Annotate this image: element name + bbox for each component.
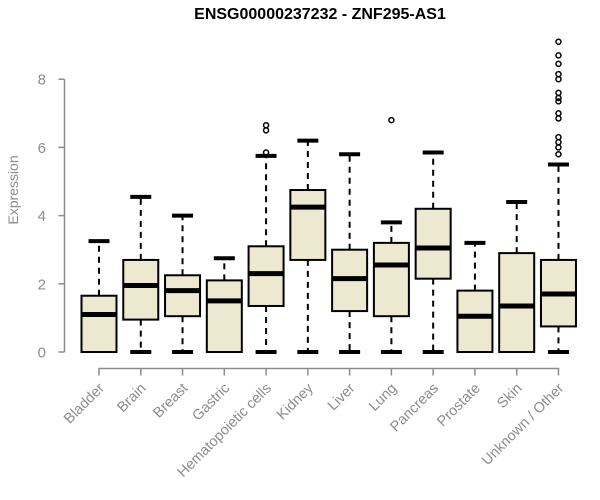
iqr-box xyxy=(122,258,160,321)
x-axis-category-label-bladder: Bladder xyxy=(61,380,108,427)
iqr-box xyxy=(414,207,452,280)
outlier-point xyxy=(555,115,562,122)
x-axis-category-label-prostate: Prostate xyxy=(434,381,483,430)
box-brain xyxy=(122,194,160,354)
outlier-point xyxy=(555,133,562,141)
outlier-point xyxy=(555,94,562,102)
box-hematopoietic-cells xyxy=(247,121,285,354)
iqr-box xyxy=(498,252,536,353)
y-axis-tick-label: 0 xyxy=(38,345,46,362)
outlier-point xyxy=(555,139,562,146)
iqr-box xyxy=(289,189,327,261)
box-skin xyxy=(498,199,536,353)
box-unknown-other xyxy=(539,38,577,354)
outlier-point xyxy=(555,60,562,68)
x-axis-category-label-brain: Brain xyxy=(114,381,149,416)
outlier-point xyxy=(262,149,270,156)
y-axis-title: Expression xyxy=(5,155,21,225)
box-bladder xyxy=(80,239,118,353)
iqr-box xyxy=(247,245,285,307)
outlier-point xyxy=(388,116,395,124)
outlier-point xyxy=(555,70,562,78)
box-breast xyxy=(164,213,202,354)
outlier-point xyxy=(555,75,562,83)
outlier-point xyxy=(555,89,562,97)
outlier-point xyxy=(555,110,562,117)
box-kidney xyxy=(289,138,327,354)
box-gastric xyxy=(205,256,243,354)
outlier-point xyxy=(262,121,270,129)
iqr-box xyxy=(164,274,202,318)
iqr-box xyxy=(80,294,118,353)
box-liver xyxy=(331,152,369,354)
x-axis-category-label-breast: Breast xyxy=(150,381,191,422)
iqr-box xyxy=(372,241,410,318)
outlier-point xyxy=(555,144,562,151)
x-axis-category-label-lung: Lung xyxy=(366,381,400,415)
outlier-point xyxy=(262,127,270,134)
y-axis-tick-label: 4 xyxy=(38,208,46,225)
iqr-box xyxy=(205,279,243,354)
y-axis-tick-label: 8 xyxy=(38,72,46,89)
outlier-point xyxy=(555,98,562,105)
outlier-point xyxy=(555,52,562,59)
outlier-point xyxy=(555,150,562,158)
box-pancreas xyxy=(414,150,452,354)
x-axis-category-label-skin: Skin xyxy=(494,381,525,412)
y-axis-tick-label: 6 xyxy=(38,140,46,157)
chart-title: ENSG00000237232 - ZNF295-AS1 xyxy=(194,6,446,23)
iqr-box xyxy=(456,289,494,353)
box-lung xyxy=(372,116,410,354)
outlier-point xyxy=(555,38,562,45)
y-axis-tick-label: 2 xyxy=(38,276,46,293)
x-axis-category-label-liver: Liver xyxy=(325,380,359,414)
box-prostate xyxy=(456,240,494,353)
x-axis-category-label-kidney: Kidney xyxy=(274,380,317,423)
